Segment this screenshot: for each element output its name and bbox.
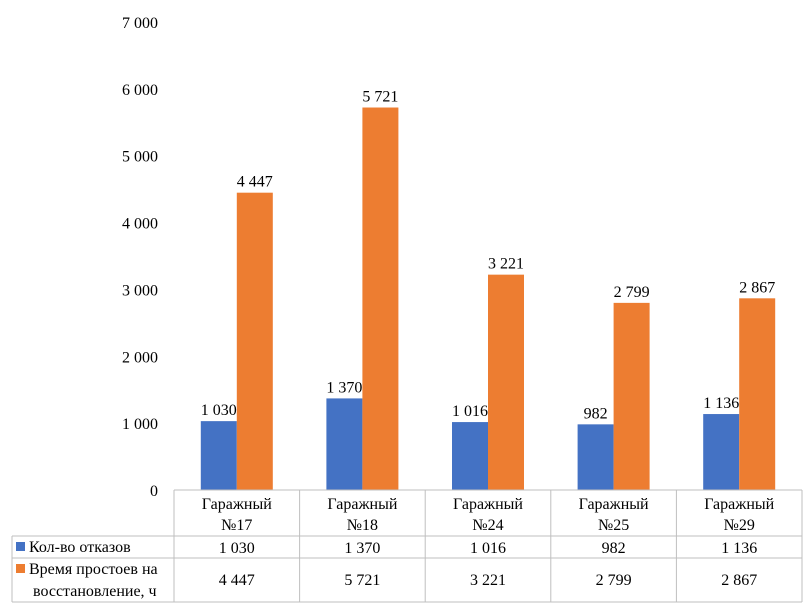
bar-downtime [488, 274, 524, 490]
category-label: Гаражный [202, 496, 272, 513]
bar-downtime [362, 107, 399, 490]
y-tick-label: 1 000 [122, 416, 158, 433]
data-label: 1 136 [703, 395, 739, 412]
table-cell: 1 136 [721, 540, 757, 557]
data-label: 1 030 [201, 402, 237, 419]
y-tick-label: 6 000 [122, 82, 158, 99]
y-tick-label: 3 000 [122, 282, 158, 299]
row-label-failures: Кол-во отказов [29, 539, 131, 556]
data-label: 1 370 [326, 379, 362, 396]
category-label: №17 [221, 517, 252, 534]
table-cell: 1 370 [344, 540, 380, 557]
bar-downtime [739, 298, 776, 490]
bar-failures [326, 398, 363, 490]
bar-failures [703, 414, 740, 490]
table-cell: 3 221 [470, 572, 506, 589]
category-label: Гаражный [327, 496, 397, 513]
category-label: Гаражный [704, 496, 774, 513]
bar-failures [452, 422, 488, 490]
data-label: 2 799 [614, 284, 650, 301]
category-label: Гаражный [579, 496, 649, 513]
data-label: 1 016 [452, 403, 488, 420]
legend-key-failures [16, 542, 25, 551]
table-cell: 1 030 [219, 540, 255, 557]
table-cell: 2 799 [596, 572, 632, 589]
category-label: №25 [598, 517, 629, 534]
data-label: 5 721 [362, 89, 398, 106]
data-label: 3 221 [488, 256, 524, 273]
category-label: №18 [347, 517, 378, 534]
table-cell: 982 [602, 540, 626, 557]
legend-key-downtime [16, 564, 25, 573]
y-tick-label: 2 000 [122, 349, 158, 366]
y-tick-label: 5 000 [122, 149, 158, 166]
bar-failures [577, 424, 614, 490]
category-label: №29 [724, 517, 755, 534]
y-tick-label: 4 000 [122, 216, 158, 233]
table-cell: 4 447 [219, 572, 255, 589]
data-label: 2 867 [739, 279, 775, 296]
table-cell: 1 016 [470, 540, 506, 557]
y-tick-label: 0 [150, 483, 158, 500]
y-tick-label: 7 000 [122, 15, 158, 32]
category-label: №24 [472, 517, 503, 534]
category-label: Гаражный [453, 496, 523, 513]
row-label-downtime: Время простоев на [29, 561, 158, 578]
bar-failures [200, 421, 237, 490]
bar-downtime [236, 192, 273, 490]
data-label: 4 447 [237, 174, 273, 191]
table-cell: 2 867 [721, 572, 757, 589]
bar-downtime [613, 302, 650, 490]
row-label-downtime: восстановление, ч [33, 583, 157, 600]
table-cell: 5 721 [344, 572, 380, 589]
data-label: 982 [584, 405, 608, 422]
